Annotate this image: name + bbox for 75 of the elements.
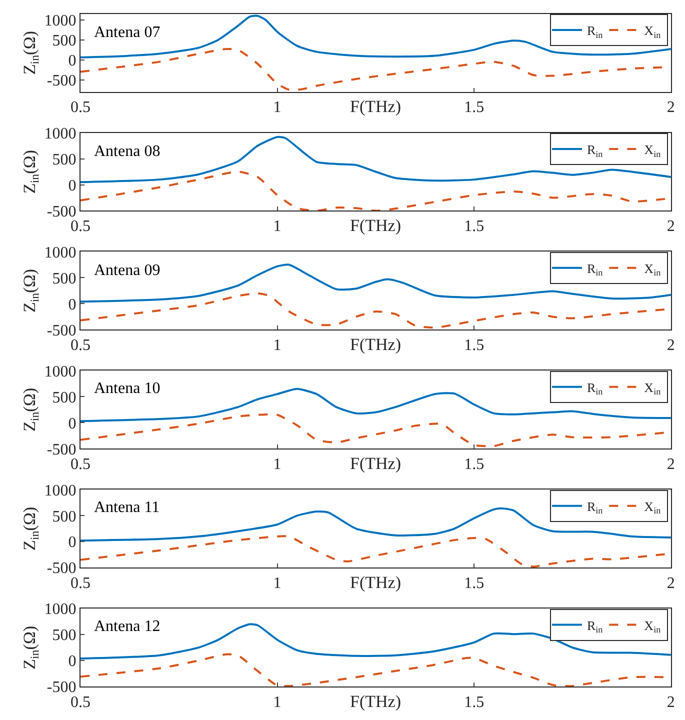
x-tick-label: 1.5 xyxy=(464,218,484,235)
x-tick-label: 1 xyxy=(273,336,282,354)
x-tick-label: 0.5 xyxy=(70,98,90,116)
x-axis-title: F(THz) xyxy=(350,216,401,235)
x-tick-label: 0.5 xyxy=(70,218,90,235)
text: Antena 10 xyxy=(94,380,160,397)
y-tick-label: 0 xyxy=(68,296,76,314)
y-tick-label: -500 xyxy=(46,72,76,90)
y-tick-label: 1000 xyxy=(44,363,76,380)
legend-label: X$_{in}$ xyxy=(644,23,662,40)
x-tick-label: 0.5 xyxy=(70,574,90,592)
y-tick-label: -500 xyxy=(46,203,76,220)
legend-label: R$_{in}$ xyxy=(586,380,604,397)
y-tick-label: 0 xyxy=(68,534,76,552)
x-tick-label: 0.5 xyxy=(70,694,90,711)
x-axis-title: F(THz) xyxy=(350,692,401,711)
y-tick-label: 1000 xyxy=(44,482,76,500)
y-tick-label: 1000 xyxy=(44,601,76,618)
line-series xyxy=(80,264,671,303)
y-tick-label: 500 xyxy=(52,627,76,644)
legend-label: X$_{in}$ xyxy=(644,498,662,516)
legend-label: R$_{in}$ xyxy=(586,142,604,159)
x-tick-label: 2 xyxy=(666,218,675,235)
y-tick-label: 500 xyxy=(52,389,76,406)
y-tick-label: 1000 xyxy=(44,244,76,262)
legend-label: X$_{in}$ xyxy=(644,618,662,635)
text: Antena 11 xyxy=(94,499,160,516)
x-tick-label: 2 xyxy=(666,574,675,592)
x-axis-title: F(THz) xyxy=(350,454,401,473)
legend-label: X$_{in}$ xyxy=(644,142,662,159)
legend-label: R$_{in}$ xyxy=(586,261,604,278)
x-tick-label: 1.5 xyxy=(464,336,484,354)
y-tick-label: 1000 xyxy=(44,12,76,30)
x-tick-label: 1 xyxy=(273,456,282,473)
legend-label: R$_{in}$ xyxy=(586,498,604,516)
y-tick-label: 0 xyxy=(68,52,76,70)
y-tick-label: 0 xyxy=(68,177,76,194)
y-tick-label: -500 xyxy=(46,679,76,696)
y-tick-label: 500 xyxy=(52,270,76,288)
y-tick-label: 500 xyxy=(52,508,76,526)
x-tick-label: 2 xyxy=(666,456,675,473)
legend-label: R$_{in}$ xyxy=(586,23,604,40)
y-tick-label: -500 xyxy=(46,560,76,578)
text: Antena 08 xyxy=(94,143,160,160)
x-tick-label: 0.5 xyxy=(70,336,90,354)
y-tick-label: 500 xyxy=(52,32,76,50)
y-tick-label: 0 xyxy=(68,415,76,432)
line-series xyxy=(80,14,671,58)
y-tick-label: -500 xyxy=(46,322,76,340)
y-tick-label: 1000 xyxy=(44,125,76,142)
x-tick-label: 1.5 xyxy=(464,98,484,116)
x-tick-label: 1 xyxy=(273,218,282,235)
x-axis-title: F(THz) xyxy=(350,335,401,354)
x-tick-label: 1.5 xyxy=(464,694,484,711)
text: Antena 12 xyxy=(94,618,160,635)
x-tick-label: 2 xyxy=(666,336,675,354)
x-axis-title: F(THz) xyxy=(350,97,401,116)
x-axis-title: F(THz) xyxy=(350,573,401,592)
y-tick-label: 0 xyxy=(68,653,76,670)
x-tick-label: 1.5 xyxy=(464,574,484,592)
y-tick-label: -500 xyxy=(46,441,76,458)
legend-label: R$_{in}$ xyxy=(586,618,604,635)
x-tick-label: 1.5 xyxy=(464,456,484,473)
x-tick-label: 1 xyxy=(273,694,282,711)
y-tick-label: 500 xyxy=(52,151,76,168)
x-tick-label: 2 xyxy=(666,694,675,711)
x-tick-label: 0.5 xyxy=(70,456,90,473)
legend-label: X$_{in}$ xyxy=(644,261,662,278)
x-tick-label: 1 xyxy=(273,574,282,592)
text: Antena 09 xyxy=(94,262,160,279)
x-tick-label: 1 xyxy=(273,98,282,116)
x-tick-label: 2 xyxy=(666,98,675,116)
line-series xyxy=(80,136,671,184)
text: Antena 07 xyxy=(94,24,160,41)
legend-label: X$_{in}$ xyxy=(644,380,662,397)
